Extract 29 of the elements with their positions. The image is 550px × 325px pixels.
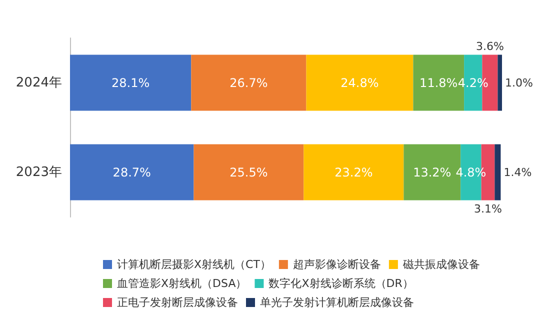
- data-label: 13.2%: [413, 165, 452, 180]
- bar: [494, 144, 501, 200]
- legend-label: 计算机断层摄影X射线机（CT）: [117, 258, 271, 271]
- bar: [70, 54, 192, 111]
- bar: [70, 144, 194, 200]
- bar: [304, 144, 404, 200]
- bar: [194, 144, 304, 200]
- y-tick-label: 2023年: [16, 164, 62, 180]
- data-label: 3.1%: [474, 202, 502, 216]
- data-label: 23.2%: [334, 165, 373, 180]
- legend-label: 磁共振成像设备: [402, 258, 480, 271]
- data-label: 1.4%: [504, 166, 532, 179]
- y-tick-label: 2024年: [16, 75, 62, 90]
- data-label: 26.7%: [230, 76, 268, 90]
- legend-label: 超声影像诊断设备: [292, 258, 381, 271]
- data-label: 1.0%: [505, 76, 533, 90]
- legend-label: 数字化X射线诊断系统（DR）: [268, 277, 414, 290]
- legend-label: 单光子发射计算机断层成像设备: [260, 296, 414, 309]
- bar: [498, 54, 502, 111]
- data-label: 28.7%: [112, 165, 151, 180]
- data-label: 28.1%: [112, 76, 150, 90]
- data-label: 3.6%: [476, 40, 504, 53]
- legend-label: 血管造影X射线机（DSA）: [117, 277, 247, 290]
- data-label: 24.8%: [340, 76, 379, 90]
- data-label: 11.8%: [420, 76, 458, 90]
- bar: [306, 54, 414, 111]
- bar: [191, 54, 306, 111]
- legend-label: 正电子发射断层成像设备: [117, 296, 238, 309]
- data-label: 25.5%: [230, 165, 268, 180]
